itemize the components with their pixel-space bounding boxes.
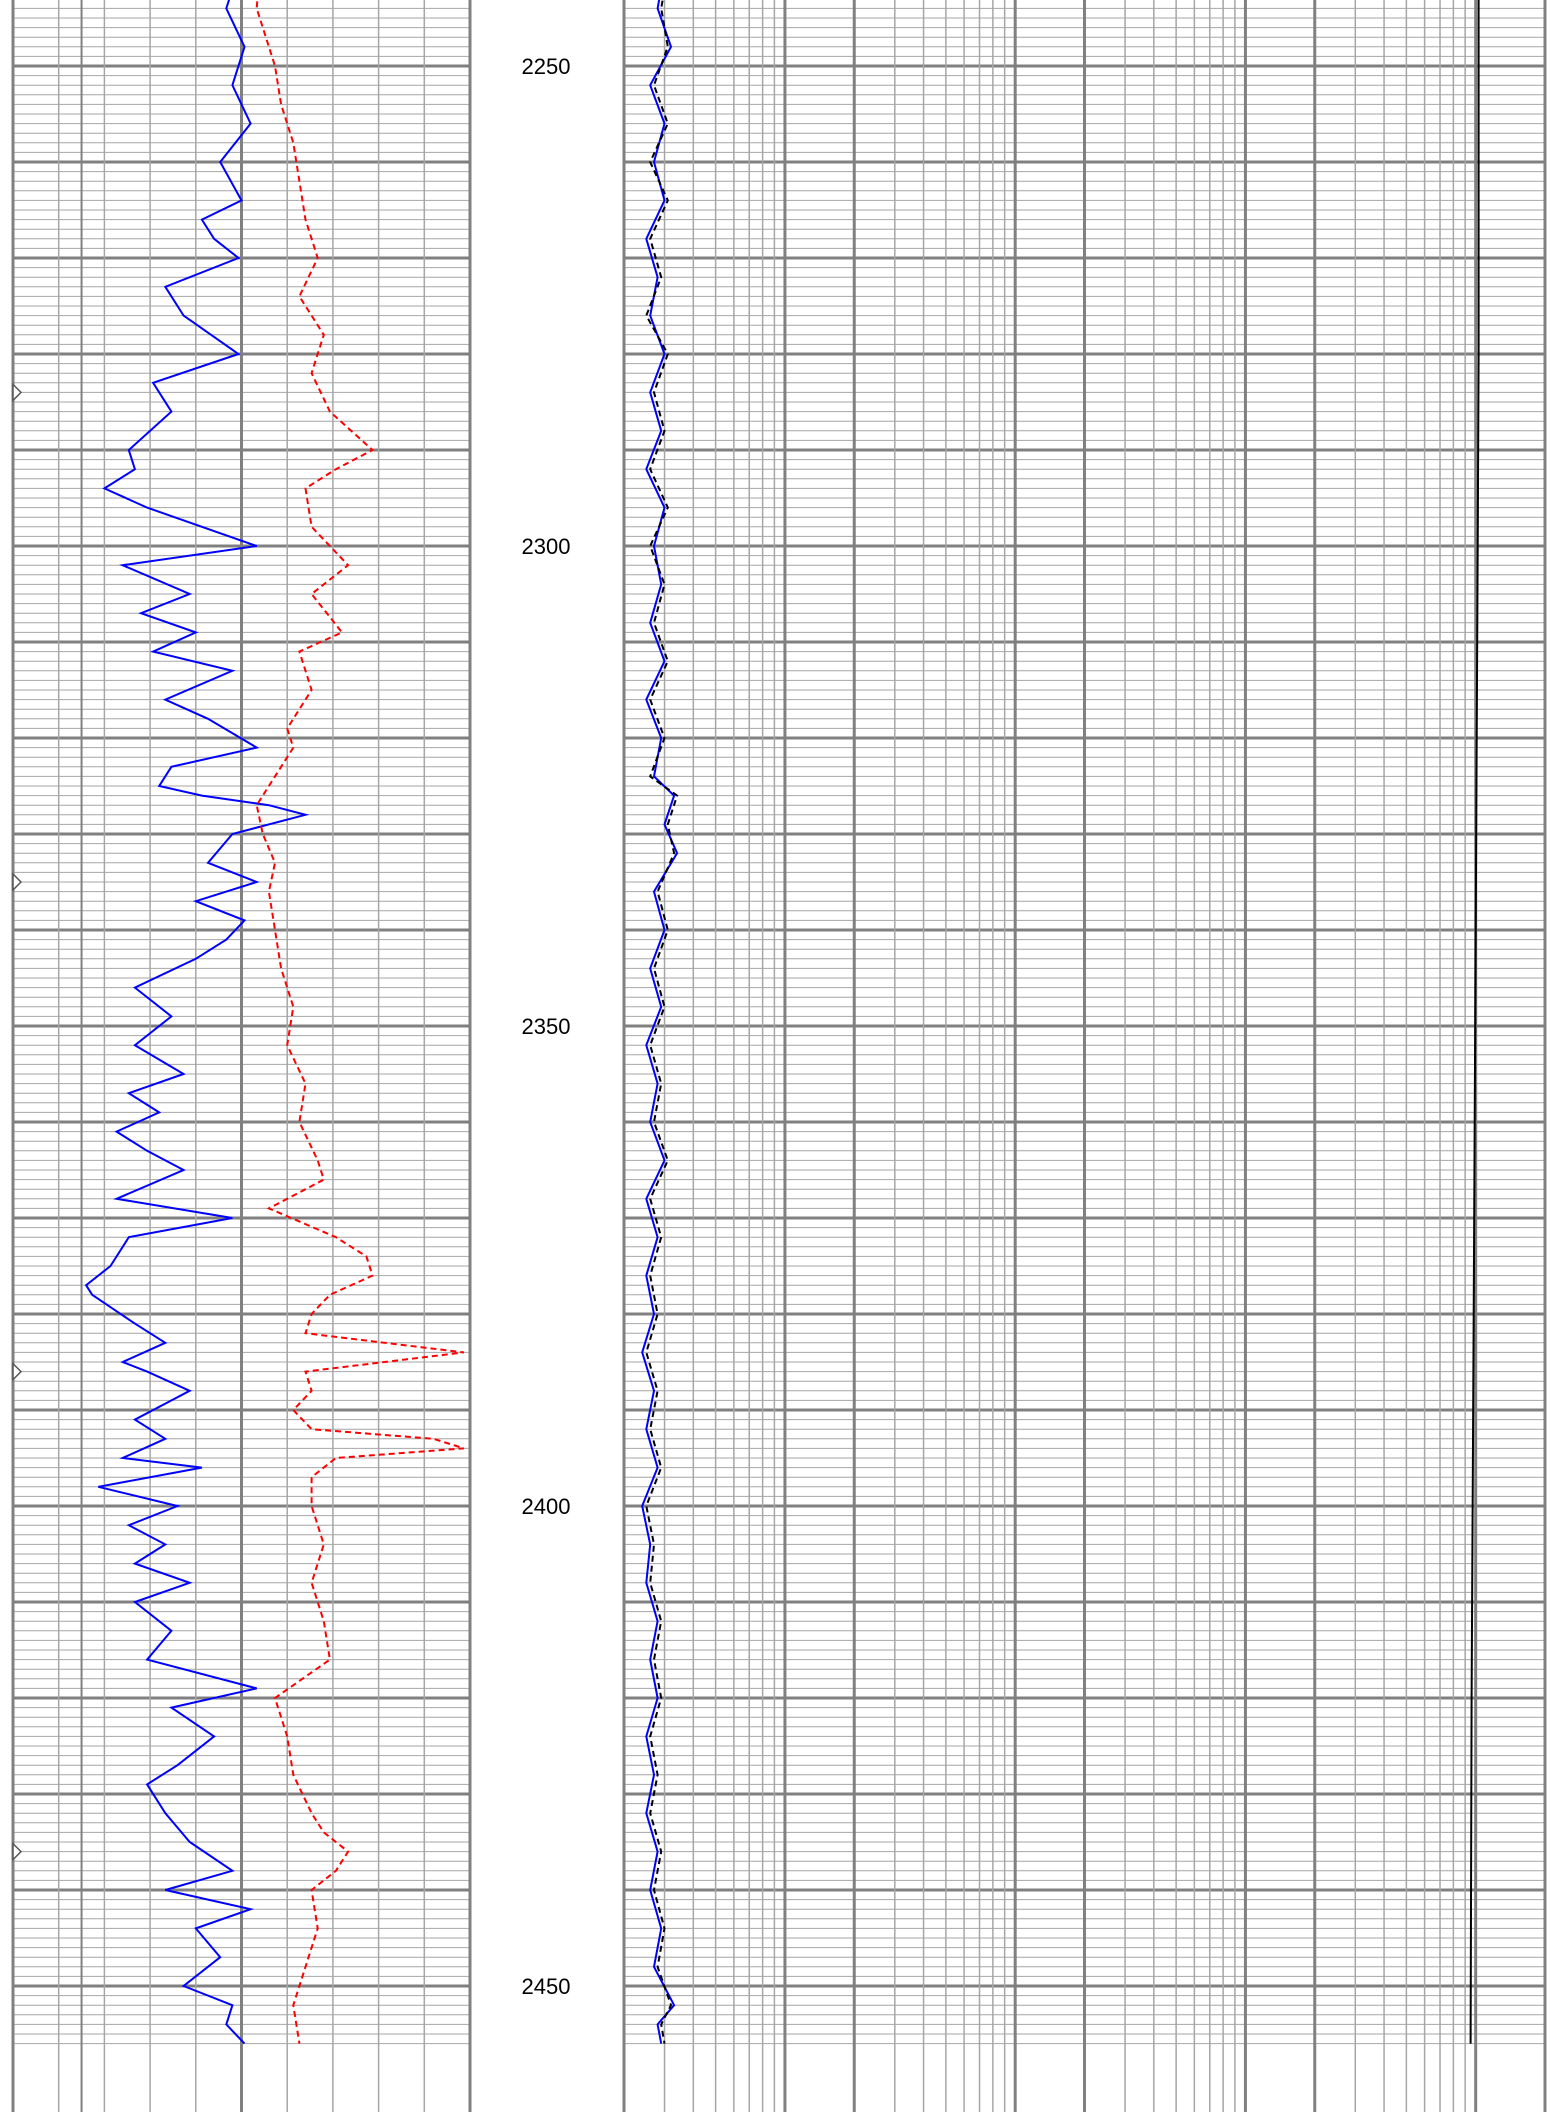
right-track-curve-2 [645,0,679,2044]
left-track-curves [84,0,465,2045]
depth-label-2400: 2400 [522,1494,571,1519]
depth-marker-triangle [12,872,23,892]
depth-label-2300: 2300 [522,534,571,559]
left-track-curve-2 [255,0,465,2044]
left-track-markers [12,382,23,1862]
depth-marker-triangle [12,1361,23,1382]
depth-marker-triangle [12,382,23,403]
depth-label-2350: 2350 [522,1014,571,1039]
depth-label-2250: 2250 [522,54,571,79]
right-track-curves [641,0,1480,2044]
depth-marker-triangle [12,1841,23,1862]
left-track-curve-1 [84,0,310,2045]
right-track-curve-3 [1469,0,1480,2044]
depth-track: 2250 2300 2350 2400 2450 [522,54,571,1999]
depth-label-2450: 2450 [522,1974,571,1999]
left-track-grid [11,0,472,2112]
right-track-grid [622,0,1547,2112]
